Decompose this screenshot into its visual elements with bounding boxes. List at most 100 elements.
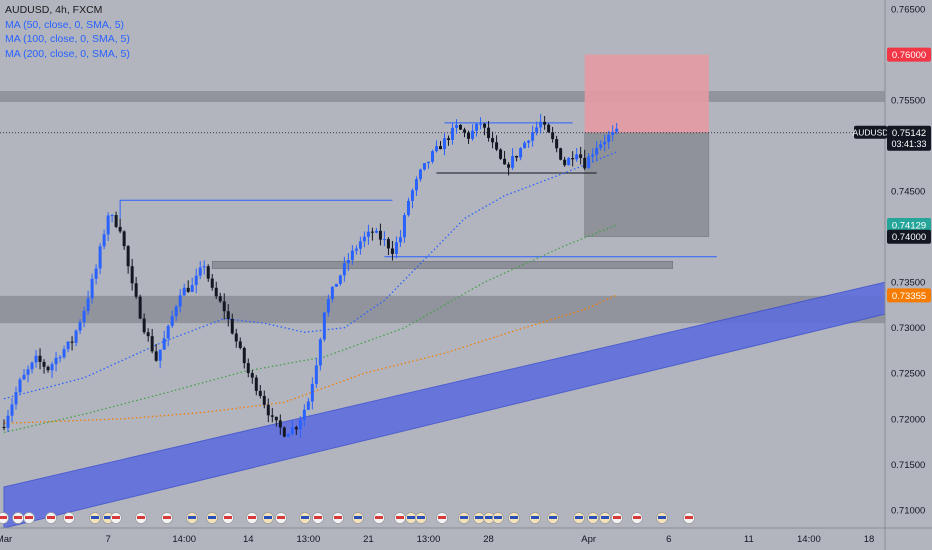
candle-body[interactable]	[599, 144, 603, 148]
candle-body[interactable]	[539, 121, 543, 128]
candle-body[interactable]	[358, 241, 362, 249]
candle-body[interactable]	[174, 306, 178, 317]
candle-body[interactable]	[66, 341, 70, 350]
zone-band[interactable]	[0, 91, 885, 102]
candle-body[interactable]	[591, 154, 595, 157]
candle-body[interactable]	[455, 124, 459, 128]
candle-body[interactable]	[410, 190, 414, 201]
candle-body[interactable]	[503, 158, 507, 165]
candle-body[interactable]	[250, 373, 254, 378]
candle-body[interactable]	[218, 296, 222, 302]
price-label-box[interactable]	[887, 229, 931, 244]
candle-body[interactable]	[571, 158, 575, 160]
candle-body[interactable]	[18, 379, 22, 393]
candle-body[interactable]	[262, 395, 266, 405]
candle-body[interactable]	[214, 287, 218, 297]
candle-body[interactable]	[382, 239, 386, 241]
candle-body[interactable]	[50, 364, 54, 371]
candle-body[interactable]	[583, 157, 587, 169]
candle-body[interactable]	[14, 392, 18, 405]
candle-body[interactable]	[170, 316, 174, 326]
candle-body[interactable]	[278, 420, 282, 428]
candle-body[interactable]	[603, 141, 607, 145]
candle-body[interactable]	[386, 239, 390, 249]
symbol-title[interactable]: AUDUSD, 4h, FXCM	[5, 4, 103, 16]
candle-body[interactable]	[298, 419, 302, 430]
candle-body[interactable]	[567, 158, 571, 166]
candle-body[interactable]	[230, 318, 234, 334]
ma50-line[interactable]	[3, 151, 617, 400]
candle-body[interactable]	[519, 148, 523, 158]
candle-body[interactable]	[222, 301, 226, 312]
candle-body[interactable]	[547, 124, 551, 133]
candle-body[interactable]	[206, 266, 210, 279]
candle-body[interactable]	[499, 149, 503, 159]
candle-body[interactable]	[390, 248, 394, 254]
candle-body[interactable]	[178, 295, 182, 307]
candle-body[interactable]	[475, 123, 479, 131]
indicator-ma50[interactable]: MA (50, close, 0, SMA, 5)	[5, 18, 125, 31]
candle-body[interactable]	[615, 128, 619, 132]
take-profit-zone[interactable]	[584, 132, 710, 237]
candle-body[interactable]	[158, 349, 162, 361]
candle-body[interactable]	[30, 362, 34, 370]
candle-body[interactable]	[422, 163, 426, 170]
candle-body[interactable]	[130, 266, 134, 284]
candle-body[interactable]	[242, 347, 246, 364]
current-price-box[interactable]	[887, 125, 931, 151]
candle-body[interactable]	[483, 123, 487, 128]
candle-body[interactable]	[266, 404, 270, 416]
candle-body[interactable]	[142, 318, 146, 333]
ma100-line[interactable]	[3, 224, 617, 434]
candle-body[interactable]	[34, 355, 38, 363]
candle-body[interactable]	[306, 401, 310, 410]
symbol-tag[interactable]	[854, 125, 887, 139]
candle-body[interactable]	[334, 283, 338, 287]
candle-body[interactable]	[523, 142, 527, 149]
candle-body[interactable]	[607, 134, 611, 142]
candle-body[interactable]	[154, 351, 158, 361]
candle-body[interactable]	[270, 415, 274, 417]
candle-body[interactable]	[479, 123, 483, 125]
candle-body[interactable]	[198, 267, 202, 276]
candle-body[interactable]	[511, 155, 515, 168]
candle-body[interactable]	[459, 124, 463, 130]
candle-body[interactable]	[330, 286, 334, 300]
candle-body[interactable]	[595, 147, 599, 155]
candle-body[interactable]	[26, 369, 30, 375]
candle-body[interactable]	[426, 161, 430, 164]
candle-body[interactable]	[86, 298, 90, 312]
candle-body[interactable]	[210, 278, 214, 288]
candle-body[interactable]	[94, 268, 98, 279]
candle-body[interactable]	[166, 325, 170, 339]
candle-body[interactable]	[46, 366, 50, 371]
candle-body[interactable]	[495, 142, 499, 150]
candle-body[interactable]	[463, 129, 467, 133]
candle-body[interactable]	[106, 215, 110, 235]
candle-body[interactable]	[374, 230, 378, 233]
candle-body[interactable]	[134, 283, 138, 297]
candle-body[interactable]	[182, 287, 186, 296]
candle-body[interactable]	[535, 127, 539, 133]
candle-body[interactable]	[70, 341, 74, 343]
candle-body[interactable]	[310, 383, 314, 402]
candle-body[interactable]	[98, 246, 102, 269]
candle-body[interactable]	[402, 215, 406, 238]
candle-body[interactable]	[246, 363, 250, 374]
candle-body[interactable]	[487, 127, 491, 139]
candle-body[interactable]	[194, 275, 198, 286]
candle-body[interactable]	[362, 236, 366, 242]
indicator-ma200[interactable]: MA (200, close, 0, SMA, 5)	[5, 47, 130, 60]
candle-body[interactable]	[234, 333, 238, 342]
candle-body[interactable]	[543, 121, 547, 125]
candle-body[interactable]	[430, 151, 434, 162]
candle-body[interactable]	[406, 200, 410, 216]
candle-body[interactable]	[443, 138, 446, 150]
candle-body[interactable]	[286, 433, 290, 437]
candle-body[interactable]	[370, 231, 374, 233]
price-label-box[interactable]	[887, 288, 931, 303]
candle-body[interactable]	[434, 146, 438, 152]
candle-body[interactable]	[531, 132, 535, 141]
candle-body[interactable]	[22, 374, 26, 380]
candle-body[interactable]	[302, 409, 306, 420]
